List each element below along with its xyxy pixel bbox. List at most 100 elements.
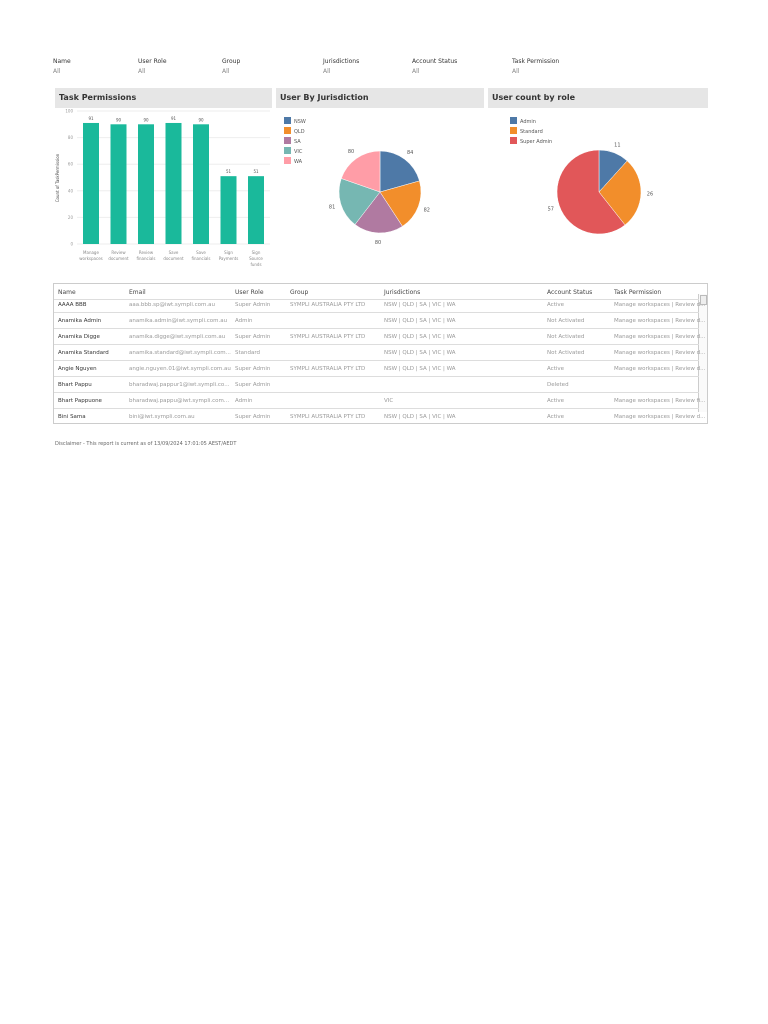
table-row[interactable]: Anamika Standard anamika.standard@iwt.sym… bbox=[54, 345, 705, 361]
table-cell: Bini Sama bbox=[58, 414, 86, 420]
y-tick-label: 40 bbox=[68, 188, 74, 193]
table-row[interactable]: Anamika Digge anamika.digge@iwt.sympli.co… bbox=[54, 329, 705, 345]
x-tick-label: funds bbox=[250, 262, 261, 267]
table-cell: Manage workspaces | Review d... bbox=[614, 318, 706, 324]
filter-value[interactable]: All bbox=[138, 68, 146, 75]
bar bbox=[83, 122, 99, 244]
table-cell: Active bbox=[547, 398, 565, 404]
filter-label: User Role bbox=[138, 58, 167, 65]
table-cell: Bhart Pappu bbox=[58, 382, 92, 388]
table-cell: Super Admin bbox=[235, 366, 271, 372]
filter-name[interactable]: Name All bbox=[53, 58, 71, 75]
bar bbox=[220, 176, 237, 244]
y-tick-label: 0 bbox=[70, 242, 73, 247]
table-cell: NSW | QLD | SA | VIC | WA bbox=[384, 302, 456, 308]
slice-label: 82 bbox=[424, 208, 430, 214]
legend-label: SA bbox=[294, 139, 301, 145]
filter-label: Account Status bbox=[412, 58, 458, 65]
table-cell: Bhart Pappuone bbox=[58, 398, 102, 404]
filter-value[interactable]: All bbox=[53, 68, 61, 75]
filter-value[interactable]: All bbox=[222, 68, 230, 75]
slice-label: 26 bbox=[647, 192, 653, 198]
column-header[interactable]: User Role bbox=[235, 289, 264, 296]
y-tick-label: 100 bbox=[65, 109, 73, 114]
table-cell: Manage workspaces | Review d... bbox=[614, 350, 706, 356]
slice-label: 81 bbox=[329, 204, 335, 210]
table-cell: Manage workspaces | Review d... bbox=[614, 366, 706, 372]
table-scrollbar[interactable] bbox=[698, 294, 707, 412]
panel-title: User By Jurisdiction bbox=[276, 88, 484, 108]
x-tick-label: Save bbox=[196, 250, 206, 255]
table-cell: Standard bbox=[235, 350, 261, 356]
column-header[interactable]: Email bbox=[129, 289, 146, 296]
x-tick-label: workspaces bbox=[79, 256, 103, 261]
column-header[interactable]: Group bbox=[290, 289, 309, 296]
table-cell: NSW | QLD | SA | VIC | WA bbox=[384, 318, 456, 324]
legend-label: Admin bbox=[520, 119, 536, 125]
table-cell: Super Admin bbox=[235, 302, 271, 308]
scroll-thumb[interactable] bbox=[700, 295, 707, 305]
pie-slice bbox=[556, 149, 626, 235]
filter-label: Group bbox=[222, 58, 241, 65]
filter-value[interactable]: All bbox=[512, 68, 520, 75]
table-cell: Super Admin bbox=[235, 382, 271, 388]
table-cell: bharadwaj.pappur1@iwt.sympli.co... bbox=[129, 382, 230, 388]
table-cell: anamika.digge@iwt.sympli.com.au bbox=[129, 334, 226, 340]
pie-slice bbox=[354, 191, 403, 234]
table-cell: Not Activated bbox=[547, 350, 585, 356]
column-header[interactable]: Name bbox=[58, 289, 76, 296]
filter-jurisdictions[interactable]: Jurisdictions All bbox=[323, 58, 359, 75]
table-cell: Manage workspaces | Review d... bbox=[614, 414, 706, 420]
table-row[interactable]: Bhart Pappuone bharadwaj.pappu@iwt.sympli… bbox=[54, 393, 705, 409]
y-tick-label: 80 bbox=[68, 135, 74, 140]
table-cell: Active bbox=[547, 366, 565, 372]
table-cell: Active bbox=[547, 302, 565, 308]
table-cell: NSW | QLD | SA | VIC | WA bbox=[384, 366, 456, 372]
table-cell: anamika.admin@iwt.sympli.com.au bbox=[129, 318, 228, 324]
table-row[interactable]: Bini Sama bini@iwt.sympli.com.au Super Adm… bbox=[54, 409, 705, 423]
table-row[interactable]: Angie Nguyen angie.nguyen.01@iwt.sympli.c… bbox=[54, 361, 705, 377]
table-cell: SYMPLI AUSTRALIA PTY LTD bbox=[290, 302, 366, 308]
jurisdiction-panel: User By Jurisdiction 84 NSW 82 QLD 80 SA 81 VIC… bbox=[276, 88, 484, 268]
table-cell: Admin bbox=[235, 398, 253, 404]
table-cell: bini@iwt.sympli.com.au bbox=[129, 414, 195, 420]
table-row[interactable]: AAAA BBB aaa.bbb.sp@iwt.sympli.com.au Supe… bbox=[54, 297, 705, 313]
slice-label: 11 bbox=[614, 142, 620, 148]
x-tick-label: document bbox=[108, 256, 129, 261]
slice-label: 57 bbox=[548, 207, 554, 213]
slice-label: 84 bbox=[407, 150, 413, 156]
legend-label: NSW bbox=[294, 119, 306, 125]
x-tick-label: Save bbox=[169, 250, 179, 255]
legend-swatch bbox=[284, 127, 291, 134]
column-header[interactable]: Task Permission bbox=[614, 289, 662, 296]
jurisdiction-pie: 84 NSW 82 QLD 80 SA 81 VIC 80 WA bbox=[284, 117, 430, 246]
filter-user-role[interactable]: User Role All bbox=[138, 58, 167, 75]
filter-value[interactable]: All bbox=[412, 68, 420, 75]
data-label: 90 bbox=[116, 117, 122, 122]
disclaimer: Disclaimer - This report is current as o… bbox=[55, 441, 237, 447]
table-cell: Anamika Digge bbox=[58, 334, 100, 340]
table-cell: Manage workspaces | Review d... bbox=[614, 334, 706, 340]
x-tick-label: Sign bbox=[252, 250, 261, 255]
legend-swatch bbox=[284, 147, 291, 154]
task-permissions-chart: Count of TaskPermission 0 20 40 60 80 100 91 Man… bbox=[55, 109, 270, 267]
filter-account-status[interactable]: Account Status All bbox=[412, 58, 457, 75]
table-row[interactable]: Anamika Admin anamika.admin@iwt.sympli.co… bbox=[54, 313, 705, 329]
table-cell: bharadwaj.pappu@iwt.sympli.com... bbox=[129, 398, 230, 404]
table-row[interactable]: Bhart Pappu bharadwaj.pappur1@iwt.sympli.… bbox=[54, 377, 699, 393]
legend-label: Super Admin bbox=[520, 139, 552, 145]
pie-slice bbox=[340, 150, 381, 193]
legend-swatch bbox=[284, 157, 291, 164]
table-cell: SYMPLI AUSTRALIA PTY LTD bbox=[290, 414, 366, 420]
filter-label: Task Permission bbox=[512, 58, 560, 65]
column-header[interactable]: Account Status bbox=[547, 289, 593, 296]
legend-swatch bbox=[284, 137, 291, 144]
x-tick-label: financials bbox=[137, 256, 156, 261]
table-cell: AAAA BBB bbox=[58, 302, 87, 308]
x-tick-label: Review bbox=[111, 250, 126, 255]
filter-group[interactable]: Group All bbox=[222, 58, 240, 75]
table-cell: aaa.bbb.sp@iwt.sympli.com.au bbox=[129, 302, 215, 308]
column-header[interactable]: Jurisdictions bbox=[384, 289, 421, 296]
filter-value[interactable]: All bbox=[323, 68, 331, 75]
filter-task-permission[interactable]: Task Permission All bbox=[512, 58, 559, 75]
